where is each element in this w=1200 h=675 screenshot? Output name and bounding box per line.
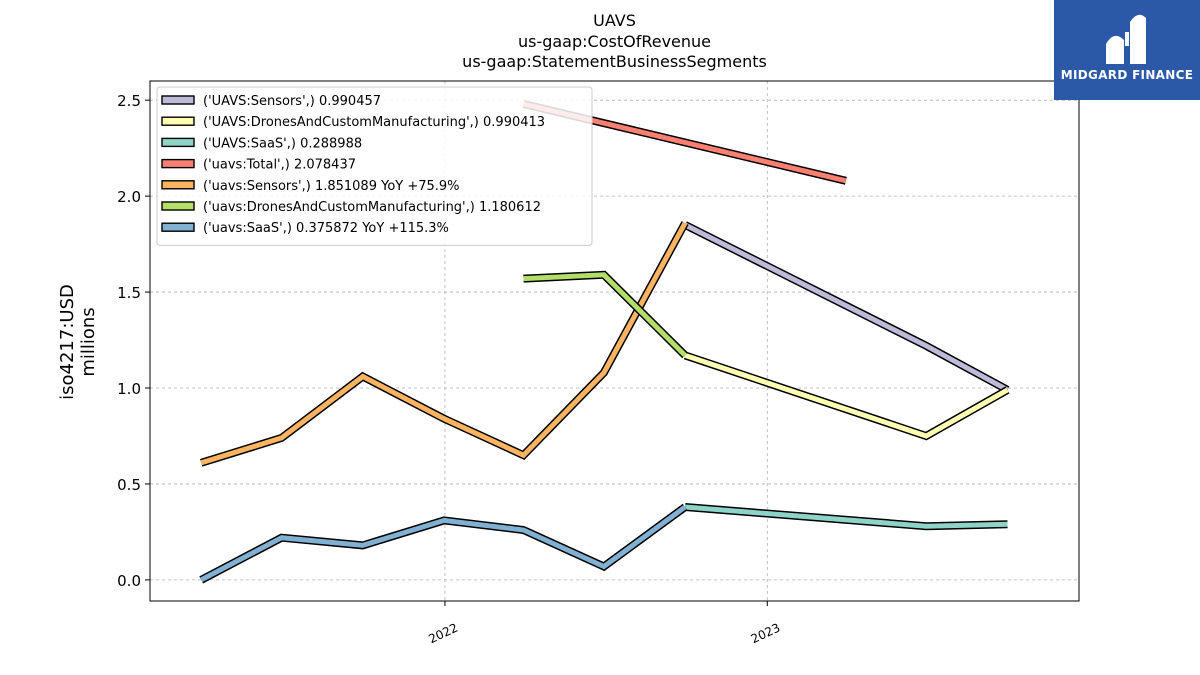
axis-layer: 0.0 0.5 1.0 1.5 2.0 2.5 2022 2023 [117, 92, 782, 646]
chart-title-line-3: us-gaap:StatementBusinessSegments [462, 52, 767, 71]
legend-swatch [161, 158, 195, 169]
y-tick-label: 2.5 [117, 92, 141, 110]
y-tick-label: 0.5 [117, 476, 141, 494]
legend-entry-label: ('uavs:SaaS',) 0.375872 YoY +115.3% [203, 221, 449, 236]
series-line-3 [684, 503, 1008, 531]
legend-entry-label: ('UAVS:SaaS',) 0.288988 [203, 136, 362, 151]
series-stroke [523, 272, 687, 358]
chart-title-line-2: us-gaap:CostOfRevenue [517, 32, 712, 51]
y-axis-label-line-1: iso4217:USD [57, 284, 78, 400]
series-line-7 [199, 503, 688, 584]
legend-entry-label: ('UAVS:DronesAndCustomManufacturing',) 0… [203, 115, 545, 130]
legend-swatch [161, 137, 195, 148]
series-line-2 [683, 351, 1010, 441]
legend-swatch [161, 222, 195, 232]
legend: ('UAVS:Sensors',) 0.990457 ('UAVS:DronesA… [156, 86, 593, 246]
legend-box [156, 86, 593, 246]
series-line-5 [200, 221, 689, 467]
legend-entry-label: ('uavs:Total',) 2.078437 [203, 158, 356, 173]
legend-entry-label: ('UAVS:Sensors',) 0.990457 [203, 94, 381, 109]
y-tick-label: 0.0 [117, 572, 141, 590]
plot-frame [149, 80, 1080, 602]
legend-swatch [161, 201, 195, 211]
chart-title-line-1: UAVS [593, 11, 636, 30]
grid-layer [150, 81, 1079, 601]
y-tick-label: 2.0 [117, 188, 141, 206]
legend-swatch [161, 180, 195, 190]
legend-swatch [161, 116, 195, 126]
logo-text: MIDGARD FINANCE [1060, 68, 1194, 82]
series-outline [200, 221, 689, 467]
series-stroke [683, 222, 1009, 393]
x-tick-label: 2023 [749, 621, 783, 647]
midgard-logo-icon [1106, 14, 1146, 64]
series-stroke [684, 353, 1009, 439]
legend-entry-label: ('uavs:Sensors',) 1.851089 YoY +75.9% [203, 179, 460, 194]
y-tick-label: 1.5 [117, 284, 141, 302]
series-layer [199, 100, 1010, 584]
series-stroke [200, 504, 687, 583]
x-tick-label: 2022 [426, 621, 460, 647]
series-line-1 [683, 221, 1010, 394]
y-tick-label: 1.0 [117, 380, 141, 398]
series-stroke [200, 221, 688, 466]
y-axis-label-line-2: millions [78, 307, 99, 376]
series-stroke [684, 504, 1008, 529]
legend-swatch [161, 95, 195, 105]
legend-entry-label: ('uavs:DronesAndCustomManufacturing',) 1… [203, 200, 541, 215]
series-outline [523, 270, 688, 359]
midgard-finance-logo: MIDGARD FINANCE [1054, 0, 1200, 100]
series-line-6 [523, 270, 688, 359]
